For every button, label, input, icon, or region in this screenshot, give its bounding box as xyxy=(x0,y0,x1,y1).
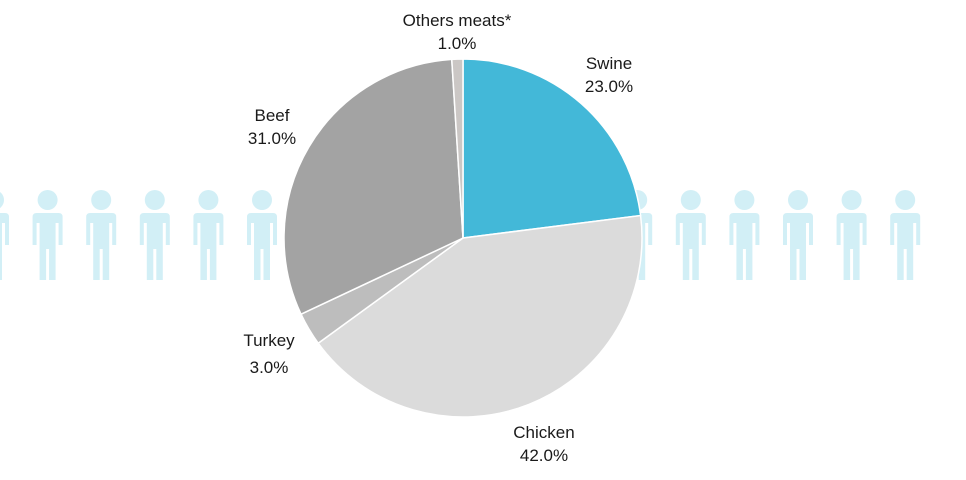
slice-value-turkey: 3.0% xyxy=(250,358,289,377)
person-icon xyxy=(32,190,63,280)
person-icon xyxy=(139,190,170,280)
slice-label-others-meats: Others meats* xyxy=(403,11,512,30)
slice-value-beef: 31.0% xyxy=(248,129,296,148)
slice-label-chicken: Chicken xyxy=(513,423,574,442)
slice-value-chicken: 42.0% xyxy=(520,446,568,465)
pie-slices xyxy=(283,58,643,418)
person-icon xyxy=(729,190,760,280)
person-icon xyxy=(193,190,224,280)
person-icon xyxy=(783,190,813,280)
slice-label-turkey: Turkey xyxy=(243,331,295,350)
person-icon xyxy=(247,190,277,280)
person-icon xyxy=(890,190,921,280)
pie-slice-swine xyxy=(462,58,642,239)
pie-slice-beef xyxy=(283,58,464,315)
person-icon xyxy=(0,192,9,280)
slice-label-swine: Swine xyxy=(586,54,632,73)
person-icon xyxy=(86,190,117,280)
slice-value-swine: 23.0% xyxy=(585,77,633,96)
pie-slice-others-meats xyxy=(451,58,464,239)
slice-labels: Swine 23.0% Chicken 42.0% Turkey 3.0% Be… xyxy=(243,11,633,465)
person-icon xyxy=(675,190,706,280)
slice-value-others-meats: 1.0% xyxy=(438,34,477,53)
slice-label-beef: Beef xyxy=(255,106,290,125)
person-icon xyxy=(836,190,867,280)
pie-slice-chicken xyxy=(317,214,643,418)
